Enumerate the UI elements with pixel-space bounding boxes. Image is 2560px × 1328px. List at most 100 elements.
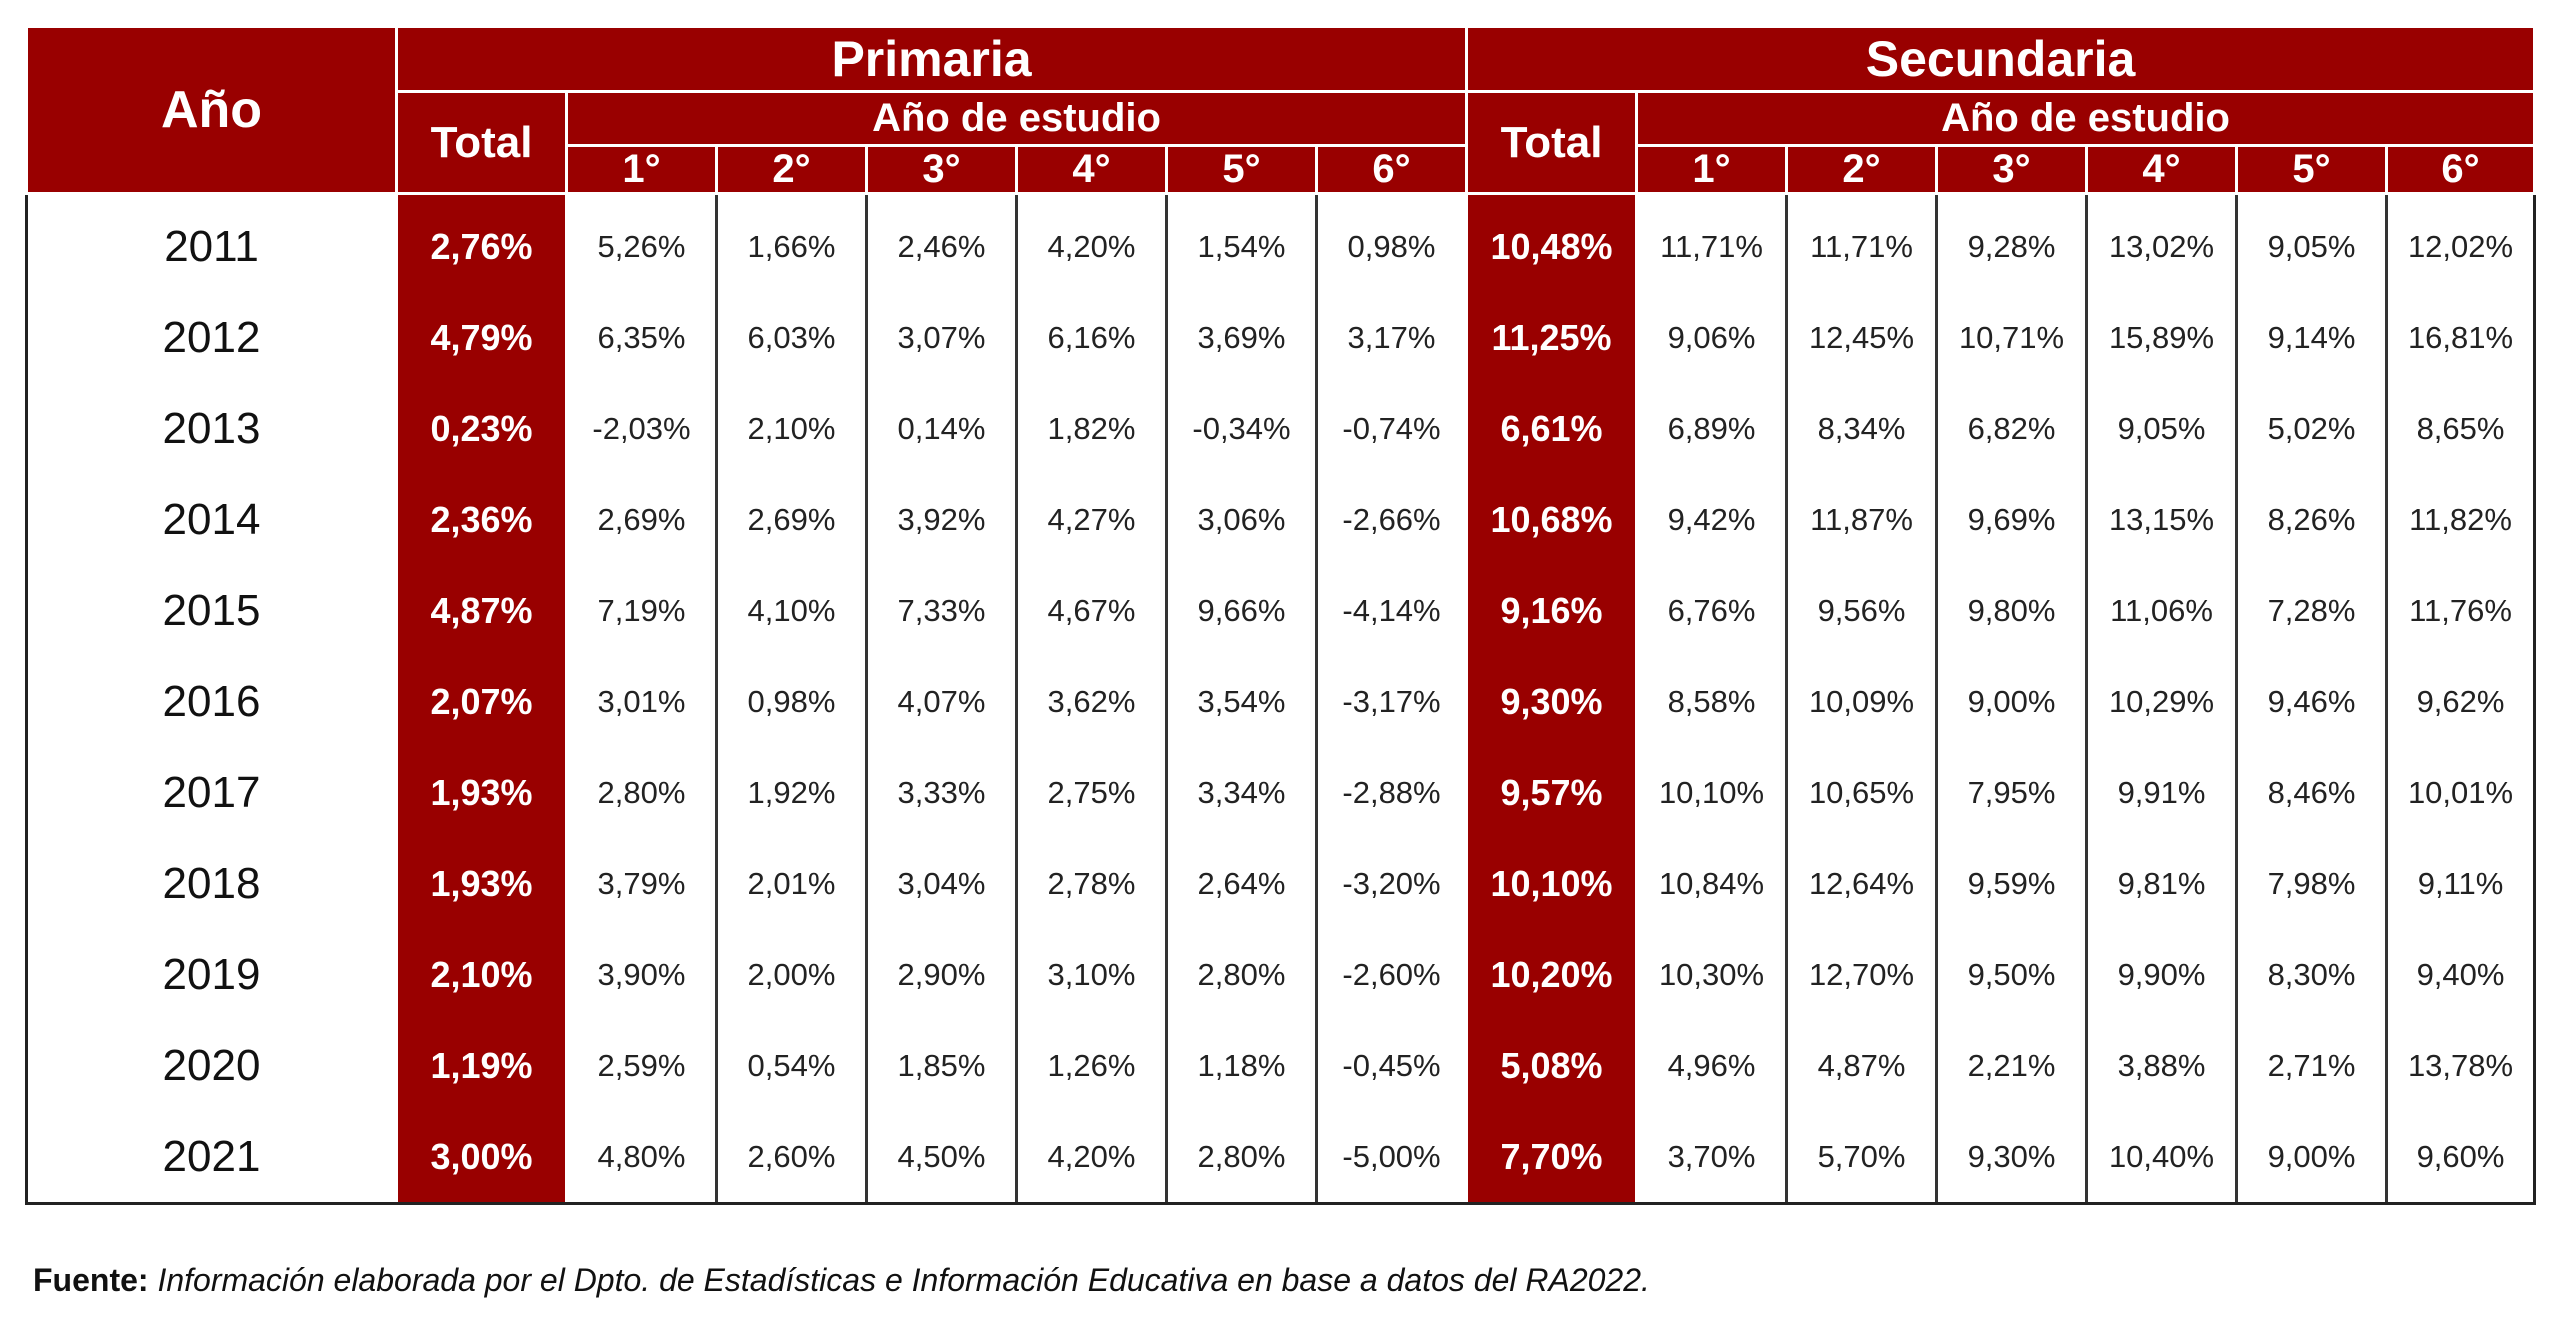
secundaria-grade-6-cell: 10,01% <box>2385 747 2537 838</box>
primaria-grade-2-cell: 4,10% <box>715 565 867 656</box>
secundaria-total-cell: 10,10% <box>1465 838 1639 929</box>
row-year-cell: 2018 <box>25 838 397 929</box>
primaria-grade-3-cell: 0,14% <box>865 383 1017 474</box>
table-row: 2012 4,79% 6,35% 6,03% 3,07% 6,16% 3,69% 3,17% 1… <box>25 292 2537 383</box>
source-text: Información elaborada por el Dpto. de Es… <box>157 1262 1650 1298</box>
secundaria-grade-2-cell: 11,71% <box>1785 193 1937 292</box>
secundaria-grade-2-cell: 10,09% <box>1785 656 1937 747</box>
primaria-grade-3-cell: 3,92% <box>865 474 1017 565</box>
primaria-grade-3-cell: 2,46% <box>865 193 1017 292</box>
secundaria-grade-4-cell: 3,88% <box>2085 1020 2237 1111</box>
row-year-cell: 2021 <box>25 1111 397 1205</box>
row-year-cell: 2014 <box>25 474 397 565</box>
secundaria-grade-2-cell: 12,45% <box>1785 292 1937 383</box>
secundaria-grade-6-cell: 13,78% <box>2385 1020 2537 1111</box>
secundaria-grade-3-cell: 9,69% <box>1935 474 2087 565</box>
primaria-grade-4-cell: 4,20% <box>1015 1111 1167 1205</box>
primaria-grade-5-cell: 1,18% <box>1165 1020 1317 1111</box>
table-row: 2017 1,93% 2,80% 1,92% 3,33% 2,75% 3,34% -2,88%… <box>25 747 2537 838</box>
secundaria-grade-3-header: 3° <box>1935 144 2089 195</box>
secundaria-grade-5-header: 5° <box>2235 144 2389 195</box>
secundaria-grade-6-cell: 9,11% <box>2385 838 2537 929</box>
secundaria-grade-3-cell: 6,82% <box>1935 383 2087 474</box>
primaria-grade-2-cell: 0,54% <box>715 1020 867 1111</box>
primaria-grade-3-cell: 3,33% <box>865 747 1017 838</box>
table-row: 2013 0,23% -2,03% 2,10% 0,14% 1,82% -0,34% -0,7… <box>25 383 2537 474</box>
primaria-grade-3-cell: 7,33% <box>865 565 1017 656</box>
table-row: 2021 3,00% 4,80% 2,60% 4,50% 4,20% 2,80% -5,00%… <box>25 1111 2537 1205</box>
primaria-grade-4-cell: 4,67% <box>1015 565 1167 656</box>
primaria-grade-4-cell: 1,82% <box>1015 383 1167 474</box>
secundaria-grade-6-cell: 16,81% <box>2385 292 2537 383</box>
secundaria-grade-3-cell: 9,00% <box>1935 656 2087 747</box>
table-body: 2011 2,76% 5,26% 1,66% 2,46% 4,20% 1,54% 0,98% 1… <box>25 193 2537 1205</box>
secundaria-total-cell: 11,25% <box>1465 292 1639 383</box>
primaria-grade-6-cell: -2,60% <box>1314 929 1467 1020</box>
primaria-grade-5-cell: 9,66% <box>1165 565 1317 656</box>
primaria-grade-3-cell: 4,50% <box>865 1111 1017 1205</box>
secundaria-total-cell: 9,57% <box>1465 747 1639 838</box>
row-year-cell: 2020 <box>25 1020 397 1111</box>
secundaria-grade-6-cell: 12,02% <box>2385 193 2537 292</box>
primaria-grade-6-cell: -3,20% <box>1314 838 1467 929</box>
secundaria-grade-1-cell: 8,58% <box>1635 656 1787 747</box>
primaria-grade-1-cell: 2,80% <box>565 747 717 838</box>
secundaria-grade-3-cell: 10,71% <box>1935 292 2087 383</box>
primaria-grade-1-cell: 5,26% <box>565 193 717 292</box>
primaria-grade-1-cell: 2,69% <box>565 474 717 565</box>
primaria-grade-1-cell: 7,19% <box>565 565 717 656</box>
secundaria-grade-4-cell: 9,90% <box>2085 929 2237 1020</box>
secundaria-total-cell: 7,70% <box>1465 1111 1639 1205</box>
secundaria-grade-2-cell: 5,70% <box>1785 1111 1937 1205</box>
secundaria-grade-6-cell: 11,76% <box>2385 565 2537 656</box>
primaria-grade-2-header: 2° <box>715 144 868 195</box>
secundaria-grade-2-cell: 4,87% <box>1785 1020 1937 1111</box>
primaria-total-cell: 1,19% <box>395 1020 568 1111</box>
primaria-grade-2-cell: 6,03% <box>715 292 867 383</box>
primaria-grade-3-cell: 2,90% <box>865 929 1017 1020</box>
primaria-total-cell: 2,36% <box>395 474 568 565</box>
primaria-grade-5-cell: 2,80% <box>1165 1111 1317 1205</box>
table-row: 2015 4,87% 7,19% 4,10% 7,33% 4,67% 9,66% -4,14%… <box>25 565 2537 656</box>
secundaria-grade-2-header: 2° <box>1785 144 1939 195</box>
growth-rate-table: Año Primaria Secundaria Total Año de est… <box>25 25 2537 1205</box>
secundaria-grade-1-cell: 4,96% <box>1635 1020 1787 1111</box>
primaria-grade-5-header: 5° <box>1165 144 1318 195</box>
secundaria-total-cell: 5,08% <box>1465 1020 1639 1111</box>
primaria-total-cell: 2,10% <box>395 929 568 1020</box>
primaria-grade-5-cell: 3,34% <box>1165 747 1317 838</box>
secundaria-grade-2-cell: 11,87% <box>1785 474 1937 565</box>
secundaria-grade-4-cell: 13,02% <box>2085 193 2237 292</box>
primaria-grade-5-cell: -0,34% <box>1165 383 1317 474</box>
primaria-grade-1-cell: 3,01% <box>565 656 717 747</box>
primaria-total-cell: 3,00% <box>395 1111 568 1205</box>
secundaria-grade-6-cell: 9,40% <box>2385 929 2537 1020</box>
primaria-grade-6-cell: 0,98% <box>1314 193 1467 292</box>
primaria-grade-5-cell: 2,64% <box>1165 838 1317 929</box>
secundaria-grade-5-cell: 2,71% <box>2235 1020 2387 1111</box>
row-year-cell: 2013 <box>25 383 397 474</box>
row-year-cell: 2015 <box>25 565 397 656</box>
secundaria-grade-3-cell: 9,30% <box>1935 1111 2087 1205</box>
table-row: 2014 2,36% 2,69% 2,69% 3,92% 4,27% 3,06% -2,66%… <box>25 474 2537 565</box>
primaria-grade-1-header: 1° <box>565 144 718 195</box>
table-row: 2011 2,76% 5,26% 1,66% 2,46% 4,20% 1,54% 0,98% 1… <box>25 193 2537 292</box>
primaria-grade-6-cell: -0,45% <box>1314 1020 1467 1111</box>
table-row: 2018 1,93% 3,79% 2,01% 3,04% 2,78% 2,64% -3,20%… <box>25 838 2537 929</box>
secundaria-grade-4-cell: 10,40% <box>2085 1111 2237 1205</box>
secundaria-grade-1-header: 1° <box>1635 144 1789 195</box>
primaria-grade-2-cell: 2,01% <box>715 838 867 929</box>
primaria-grade-2-cell: 2,00% <box>715 929 867 1020</box>
primaria-total-cell: 2,76% <box>395 193 568 292</box>
primaria-grade-5-cell: 3,69% <box>1165 292 1317 383</box>
secundaria-grade-6-cell: 9,60% <box>2385 1111 2537 1205</box>
primaria-total-cell: 4,79% <box>395 292 568 383</box>
secundaria-grade-1-cell: 10,84% <box>1635 838 1787 929</box>
primaria-grade-5-cell: 3,06% <box>1165 474 1317 565</box>
primaria-grade-6-cell: -5,00% <box>1314 1111 1467 1205</box>
primaria-grade-3-cell: 3,04% <box>865 838 1017 929</box>
primaria-grade-6-cell: -2,66% <box>1314 474 1467 565</box>
primaria-grade-2-cell: 1,92% <box>715 747 867 838</box>
secundaria-total-cell: 10,20% <box>1465 929 1639 1020</box>
secundaria-grade-1-cell: 6,89% <box>1635 383 1787 474</box>
